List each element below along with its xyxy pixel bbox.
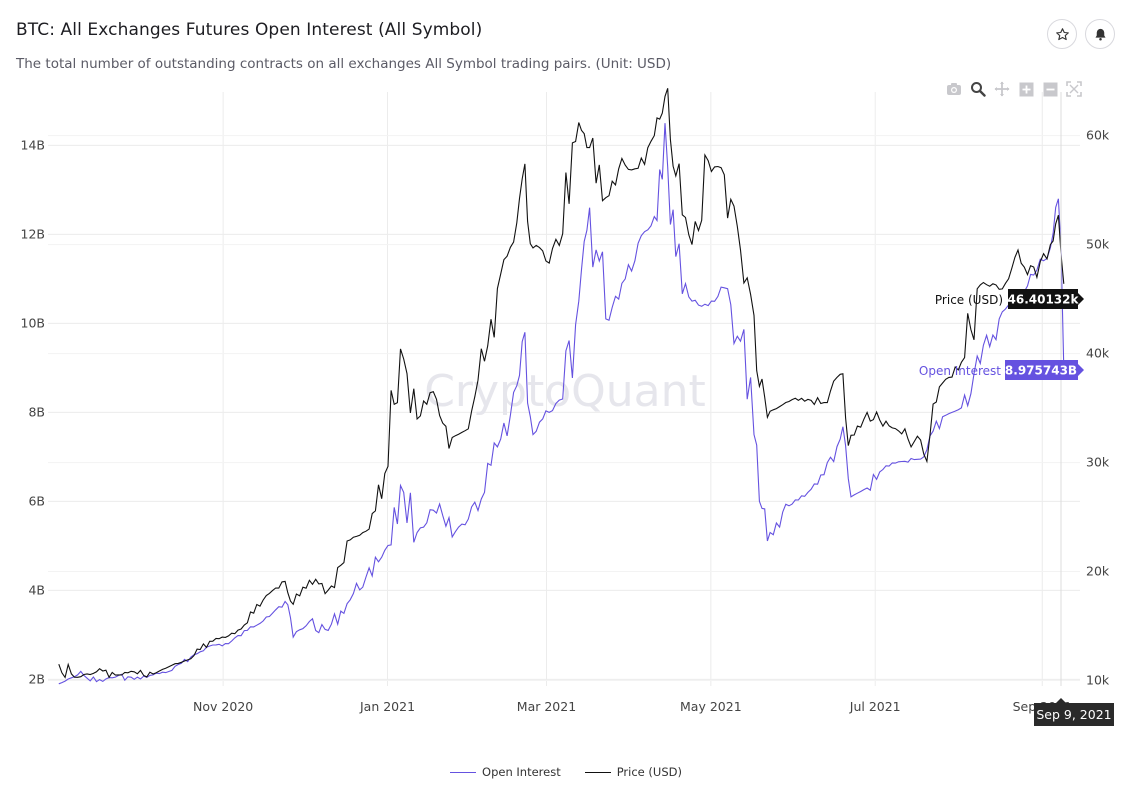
y-axis-right: 10k 20k 30k 40k 50k 60k (1086, 128, 1110, 688)
chart-gridlines (48, 92, 1080, 686)
legend-label-open-interest: Open Interest (482, 765, 561, 779)
chart-legend: Open Interest Price (USD) (0, 765, 1132, 779)
oi-hover-value: 8.975743B (1005, 364, 1077, 378)
legend-item-open-interest[interactable]: Open Interest (450, 765, 561, 779)
zoom-out-icon[interactable] (1041, 80, 1059, 98)
legend-label-price: Price (USD) (616, 765, 682, 779)
y-left-tick-label: 4B (28, 582, 45, 597)
star-button[interactable] (1047, 19, 1077, 49)
legend-swatch-open-interest (450, 771, 477, 773)
x-tick-label: Jul 2021 (849, 699, 901, 714)
x-axis: Nov 2020 Jan 2021 Mar 2021 May 2021 Jul 2021… (193, 699, 1072, 714)
alert-button[interactable] (1085, 19, 1115, 49)
x-tick-label: Nov 2020 (193, 699, 253, 714)
y-left-tick-label: 8B (28, 404, 45, 419)
x-tick-label: May 2021 (680, 699, 742, 714)
legend-item-price[interactable]: Price (USD) (584, 765, 682, 779)
page-subtitle: The total number of outstanding contract… (16, 56, 672, 72)
y-right-tick-label: 30k (1086, 455, 1110, 470)
y-left-tick-label: 2B (28, 671, 45, 686)
date-hover-label: Sep 9, 2021 (1034, 698, 1114, 726)
chart-area: CryptoQuant 2B 4B 6B 8B 10B 12B 14B 10k 20k 30k 4… (21, 88, 1114, 726)
price-hover-label: Price (USD) 46.40132k (935, 289, 1084, 309)
reset-axes-icon[interactable] (1065, 80, 1083, 98)
y-left-tick-label: 10B (21, 315, 45, 330)
date-hover-value: Sep 9, 2021 (1036, 707, 1111, 722)
y-right-tick-label: 20k (1086, 564, 1110, 579)
bell-icon (1095, 28, 1105, 40)
zoom-in-icon[interactable] (1017, 80, 1035, 98)
camera-icon[interactable] (945, 80, 963, 98)
zoom-icon[interactable] (969, 80, 987, 98)
y-right-tick-label: 60k (1086, 128, 1110, 143)
y-right-tick-label: 50k (1086, 237, 1110, 252)
oi-hover-name: Open Interest (919, 364, 1001, 378)
y-axis-left: 2B 4B 6B 8B 10B 12B 14B (21, 137, 45, 686)
y-left-tick-label: 6B (28, 493, 45, 508)
legend-swatch-price (584, 771, 611, 773)
watermark: CryptoQuant (424, 366, 706, 417)
price-hover-value: 46.40132k (1008, 293, 1080, 307)
y-left-tick-label: 12B (21, 226, 45, 241)
open-interest-hover-label: Open Interest 8.975743B (919, 360, 1084, 380)
y-right-tick-label: 40k (1086, 346, 1110, 361)
open-interest-line (58, 123, 1065, 685)
price-hover-name: Price (USD) (935, 293, 1003, 307)
x-tick-label: Jan 2021 (359, 699, 415, 714)
chart-toolbar (945, 80, 1083, 98)
y-left-tick-label: 14B (21, 137, 45, 152)
x-tick-label: Mar 2021 (517, 699, 576, 714)
page-title: BTC: All Exchanges Futures Open Interest… (16, 20, 483, 40)
price-line (58, 88, 1065, 679)
y-right-tick-label: 10k (1086, 673, 1110, 688)
pan-icon[interactable] (993, 80, 1011, 98)
star-icon (1055, 27, 1069, 40)
